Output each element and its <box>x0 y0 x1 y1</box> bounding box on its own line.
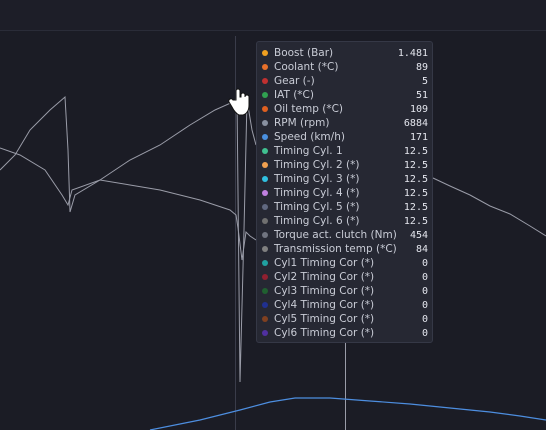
series-value: 0 <box>421 257 428 269</box>
tooltip-row: Cyl3 Timing Cor (*) 0 <box>262 284 428 298</box>
tooltip-row: Speed (km/h) 171 <box>262 130 428 144</box>
series-dot <box>262 92 268 98</box>
series-value: 0 <box>421 271 428 283</box>
series-dot <box>262 274 268 280</box>
series-label: Cyl6 Timing Cor (*) <box>274 327 375 339</box>
tooltip-row: IAT (*C) 51 <box>262 88 428 102</box>
series-label: Cyl1 Timing Cor (*) <box>274 257 375 269</box>
series-dot <box>262 162 268 168</box>
series-label: Timing Cyl. 4 (*) <box>274 187 360 199</box>
series-dot <box>262 134 268 140</box>
series-label: Cyl3 Timing Cor (*) <box>274 285 375 297</box>
series-label: Timing Cyl. 1 <box>274 145 343 157</box>
series-dot <box>262 218 268 224</box>
tooltip-row: Torque act. clutch (Nm) 454 <box>262 228 428 242</box>
series-label: Timing Cyl. 2 (*) <box>274 159 360 171</box>
series-dot <box>262 120 268 126</box>
series-value: 6884 <box>403 117 428 129</box>
tooltip-row: Timing Cyl. 2 (*) 12.5 <box>262 158 428 172</box>
tooltip-row: Transmission temp (*C) 84 <box>262 242 428 256</box>
series-label: Oil temp (*C) <box>274 103 344 115</box>
series-dot <box>262 260 268 266</box>
tooltip-row: Cyl2 Timing Cor (*) 0 <box>262 270 428 284</box>
series-dot <box>262 64 268 70</box>
series-value: 0 <box>421 327 428 339</box>
trace <box>0 95 257 383</box>
series-label: IAT (*C) <box>274 89 314 101</box>
series-value: 171 <box>409 131 428 143</box>
hand-cursor <box>228 88 250 116</box>
series-value: 51 <box>415 89 428 101</box>
tooltip-row: RPM (rpm) 6884 <box>262 116 428 130</box>
tooltip-row: Oil temp (*C) 109 <box>262 102 428 116</box>
series-value: 0 <box>421 313 428 325</box>
series-dot <box>262 204 268 210</box>
series-label: Cyl5 Timing Cor (*) <box>274 313 375 325</box>
series-dot <box>262 78 268 84</box>
series-dot <box>262 190 268 196</box>
tooltip-row: Timing Cyl. 6 (*) 12.5 <box>262 214 428 228</box>
series-label: Cyl4 Timing Cor (*) <box>274 299 375 311</box>
series-label: RPM (rpm) <box>274 117 330 129</box>
series-label: Transmission temp (*C) <box>274 243 397 255</box>
series-dot <box>262 148 268 154</box>
series-label: Speed (km/h) <box>274 131 345 143</box>
series-value: 12.5 <box>403 173 428 185</box>
series-value: 454 <box>409 229 428 241</box>
series-value: 12.5 <box>403 201 428 213</box>
series-value: 0 <box>421 299 428 311</box>
tooltip-row: Boost (Bar) 1.481 <box>262 46 428 60</box>
series-dot <box>262 302 268 308</box>
series-value: 1.481 <box>397 47 428 59</box>
tooltip-row: Cyl6 Timing Cor (*) 0 <box>262 326 428 340</box>
tooltip-row: Timing Cyl. 5 (*) 12.5 <box>262 200 428 214</box>
tooltip-row: Gear (-) 5 <box>262 74 428 88</box>
series-label: Gear (-) <box>274 75 315 87</box>
series-dot <box>262 106 268 112</box>
tooltip-row: Cyl5 Timing Cor (*) 0 <box>262 312 428 326</box>
series-dot <box>262 246 268 252</box>
series-dot <box>262 288 268 294</box>
series-label: Boost (Bar) <box>274 47 334 59</box>
tooltip-row: Cyl1 Timing Cor (*) 0 <box>262 256 428 270</box>
series-label: Timing Cyl. 6 (*) <box>274 215 360 227</box>
speed-trace <box>149 397 546 430</box>
series-dot <box>262 50 268 56</box>
series-value: 12.5 <box>403 159 428 171</box>
series-dot <box>262 316 268 322</box>
series-value: 5 <box>421 75 428 87</box>
series-label: Cyl2 Timing Cor (*) <box>274 271 375 283</box>
tooltip-row: Timing Cyl. 3 (*) 12.5 <box>262 172 428 186</box>
series-value: 89 <box>415 61 428 73</box>
series-label: Timing Cyl. 5 (*) <box>274 201 360 213</box>
tooltip-row: Cyl4 Timing Cor (*) 0 <box>262 298 428 312</box>
series-dot <box>262 176 268 182</box>
series-value: 12.5 <box>403 187 428 199</box>
series-value: 12.5 <box>403 145 428 157</box>
series-value: 0 <box>421 285 428 297</box>
tooltip-row: Timing Cyl. 1 12.5 <box>262 144 428 158</box>
series-dot <box>262 232 268 238</box>
tooltip: Boost (Bar) 1.481 Coolant (*C) 89 Gear (-) 5 I… <box>256 41 433 343</box>
series-value: 109 <box>409 103 428 115</box>
series-value: 84 <box>415 243 428 255</box>
tooltip-row: Timing Cyl. 4 (*) 12.5 <box>262 186 428 200</box>
trace <box>0 147 257 261</box>
series-value: 12.5 <box>403 215 428 227</box>
top-band <box>0 0 546 30</box>
tooltip-row: Coolant (*C) 89 <box>262 60 428 74</box>
series-dot <box>262 330 268 336</box>
series-label: Timing Cyl. 3 (*) <box>274 173 360 185</box>
trace <box>432 177 546 237</box>
series-label: Torque act. clutch (Nm) <box>274 229 397 241</box>
series-label: Coolant (*C) <box>274 61 339 73</box>
